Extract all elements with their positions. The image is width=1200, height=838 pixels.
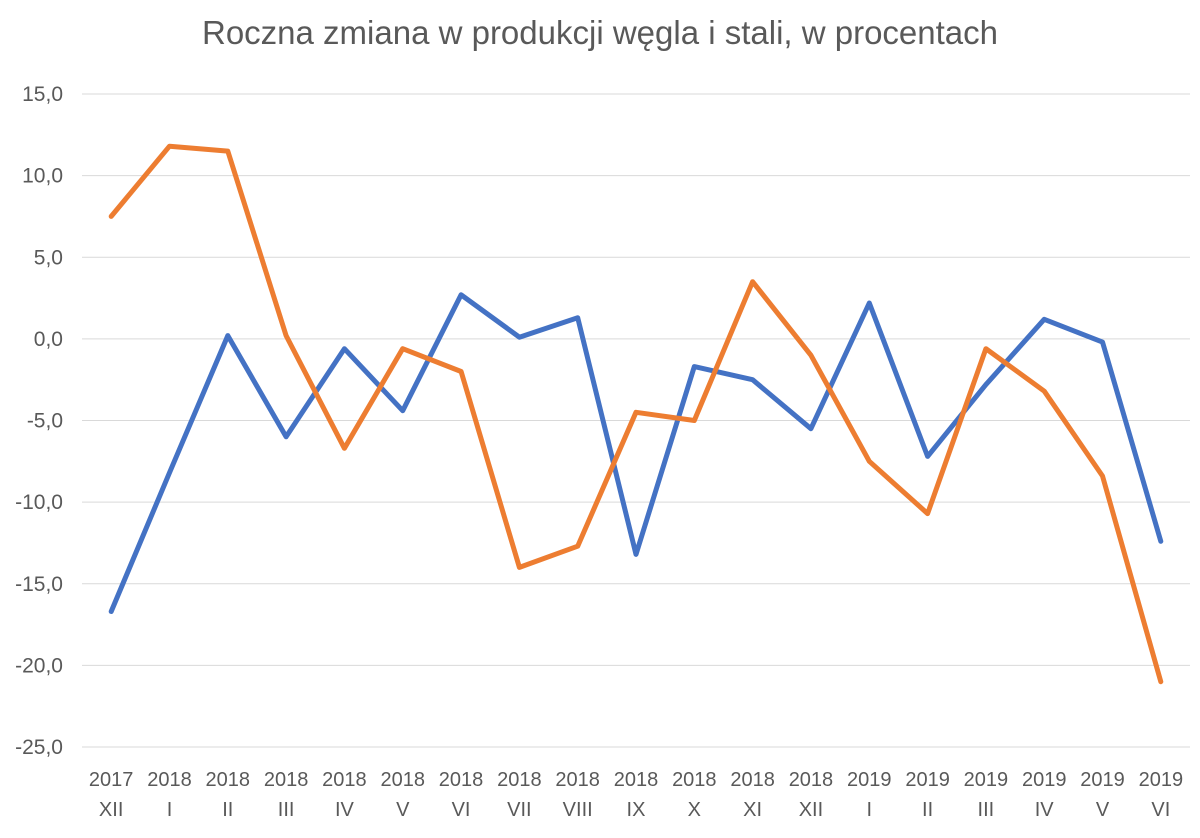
x-tick-label-month: V: [1096, 799, 1110, 821]
x-tick-label-year: 2018: [439, 769, 484, 791]
x-tick-label-month: V: [396, 799, 410, 821]
x-tick-label-year: 2018: [789, 769, 834, 791]
series-lines: [108, 143, 1164, 685]
x-tick-label-year: 2019: [1139, 769, 1184, 791]
x-tick-label-month: VII: [507, 799, 531, 821]
x-tick-label-year: 2018: [555, 769, 600, 791]
y-tick-label: 15,0: [22, 83, 63, 106]
x-tick-label-year: 2019: [905, 769, 950, 791]
x-tick-label-year: 2019: [1080, 769, 1125, 791]
x-tick-label-month: I: [167, 799, 173, 821]
x-tick-label-year: 2019: [964, 769, 1009, 791]
y-tick-label: -25,0: [15, 736, 63, 759]
y-tick-label: 10,0: [22, 165, 63, 188]
y-tick-label: -10,0: [15, 491, 63, 514]
y-tick-label: -5,0: [27, 410, 63, 433]
x-tick-label-year: 2018: [672, 769, 717, 791]
x-tick-label-year: 2018: [614, 769, 659, 791]
x-tick-label-year: 2019: [847, 769, 892, 791]
x-tick-label-year: 2018: [322, 769, 367, 791]
x-tick-label-year: 2018: [380, 769, 425, 791]
x-tick-label-year: 2017: [89, 769, 134, 791]
x-tick-label-month: XI: [743, 799, 762, 821]
y-tick-label: -20,0: [15, 654, 63, 677]
x-tick-label-month: I: [866, 799, 872, 821]
x-tick-label-year: 2018: [730, 769, 775, 791]
x-tick-label-month: VIII: [563, 799, 593, 821]
x-tick-label-month: III: [978, 799, 995, 821]
x-tick-label-month: VI: [1151, 799, 1170, 821]
x-tick-label-month: VI: [452, 799, 471, 821]
x-tick-label-year: 2018: [206, 769, 251, 791]
x-tick-label-month: II: [222, 799, 233, 821]
x-tick-label-year: 2018: [264, 769, 309, 791]
x-tick-label-month: IV: [335, 799, 355, 821]
y-axis-labels: 15,0 10,0 5,0 0,0 -5,0 -10,0 -15,0 -20,0 -25,0: [15, 83, 63, 759]
x-axis-labels: 2017XII2018I2018II2018III2018IV2018V2018…: [89, 769, 1183, 821]
y-tick-label: 5,0: [34, 246, 63, 269]
x-tick-label-month: IV: [1035, 799, 1055, 821]
y-tick-label: 0,0: [34, 328, 63, 351]
x-tick-label-month: III: [278, 799, 295, 821]
y-tick-label: -15,0: [15, 573, 63, 596]
x-tick-label-month: XII: [99, 799, 123, 821]
x-tick-label-month: IX: [627, 799, 646, 821]
x-tick-label-year: 2018: [147, 769, 192, 791]
x-tick-label-year: 2018: [497, 769, 542, 791]
x-tick-label-month: XII: [799, 799, 823, 821]
x-tick-label-month: II: [922, 799, 933, 821]
gridlines: [82, 93, 1190, 748]
chart-title: Roczna zmiana w produkcji węgla i stali,…: [201, 14, 999, 51]
series-line-1: [108, 292, 1164, 614]
series-line-2: [108, 143, 1164, 685]
x-tick-label-month: X: [688, 799, 701, 821]
x-tick-label-year: 2019: [1022, 769, 1067, 791]
